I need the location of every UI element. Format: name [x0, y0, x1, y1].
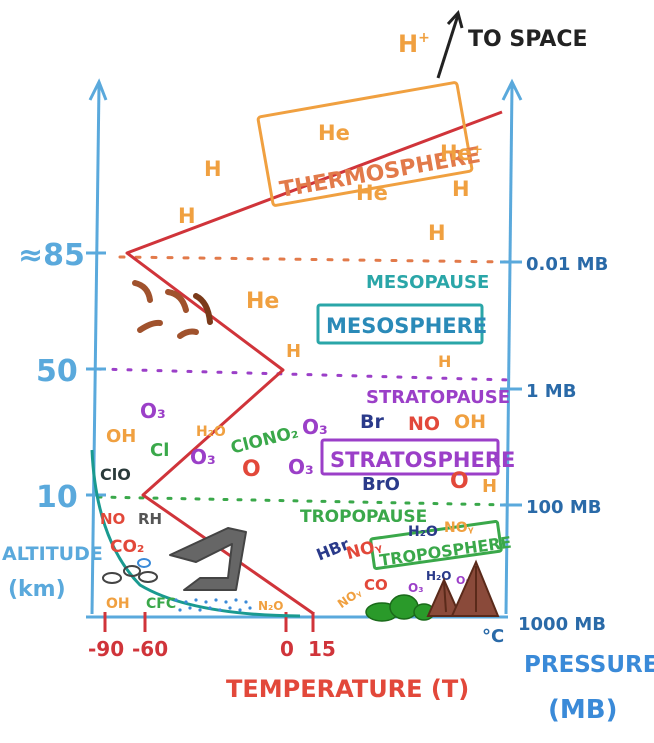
aerosol-blobs: [102, 558, 158, 584]
meso-species-h-1: H: [286, 341, 301, 362]
stratosphere-label: STRATOSPHERE: [330, 448, 515, 472]
temperature-axis-label: TEMPERATURE (T): [226, 675, 469, 703]
strato-species-o3-1: O₃: [140, 399, 166, 423]
pressure-ticks: 0.01 MB 1 MB 100 MB 1000 MB: [500, 254, 608, 635]
meso-species-he: He: [246, 289, 279, 314]
aerosol-stipple: [174, 598, 252, 612]
strato-species-bro: BrO: [362, 474, 400, 495]
tropo-species-noy-2: NOᵧ: [444, 520, 474, 536]
thermo-species-he-1: He: [318, 121, 350, 145]
mountains-icon: [426, 559, 500, 617]
troposphere-label: TROPOSPHERE: [378, 533, 512, 570]
tropo-species-co: CO: [364, 576, 388, 594]
strato-species-o3-3: O₃: [190, 445, 216, 469]
cfc-transport-curve: [90, 449, 301, 618]
thermo-species-h-3: H: [178, 204, 196, 228]
strato-species-o-2: O: [450, 469, 469, 494]
altitude-axis-arrow-icon: [88, 78, 108, 101]
mesosphere-box: [316, 303, 484, 345]
pressure-tick-1: 1 MB: [526, 381, 576, 402]
strato-species-o3-4: O₃: [288, 455, 314, 479]
pressure-tick-1000: 1000 MB: [518, 614, 606, 635]
thermo-species-h-1: H: [204, 157, 222, 181]
tropo-species-no: NO: [100, 510, 125, 528]
mesosphere-label: MESOSPHERE: [326, 314, 487, 338]
altitude-axis-line: [90, 84, 101, 615]
tropo-species-cfc: CFC: [146, 596, 176, 612]
stratosphere-box: [320, 438, 500, 476]
tropo-species-h2o-1: H₂O: [408, 524, 438, 540]
tropopause-label: TROPOPAUSE: [300, 507, 427, 527]
strato-species-h2o: H₂O: [196, 424, 226, 440]
pressure-axis-arrow-icon: [501, 78, 523, 101]
temp-tick-15: 15: [308, 637, 336, 661]
altitude-axis-unit: (km): [8, 577, 66, 602]
pressure-tick-0-01: 0.01 MB: [526, 254, 608, 275]
troposphere-box: [369, 519, 503, 571]
tropo-species-n2o: N₂O: [258, 599, 284, 613]
strato-species-clono2: ClONO₂: [229, 422, 301, 458]
strato-species-oh-2: OH: [454, 411, 486, 433]
strato-species-h: H: [482, 476, 497, 497]
anvil-cloud-icon: [169, 527, 247, 591]
strato-species-no: NO: [408, 413, 440, 435]
tropopause-line: [96, 495, 512, 507]
tropo-species-rh: RH: [138, 510, 162, 528]
thermo-species-he-plus: He⁺: [440, 141, 483, 165]
thermo-species-h-2: H: [452, 177, 470, 201]
tropo-species-oh: OH: [106, 596, 130, 612]
altitude-ticks: ≈85 50 10: [18, 238, 106, 515]
to-space-arrowhead-icon: [446, 9, 464, 29]
thermosphere-box: [256, 81, 474, 207]
temp-tick-minus-90: -90: [88, 637, 124, 661]
temp-tick-minus-60: -60: [132, 637, 168, 661]
strato-species-oh-1: OH: [106, 426, 136, 447]
temp-unit-celsius: °C: [482, 626, 504, 647]
altitude-axis-label: ALTITUDE: [2, 543, 103, 565]
to-space-arrow-icon: [436, 14, 460, 79]
strato-species-cl: Cl: [150, 440, 169, 461]
temperature-profile-line: [125, 110, 503, 616]
pressure-axis-label: PRESSURE: [524, 652, 654, 678]
meso-species-h-2: H: [438, 352, 451, 371]
strato-species-clo: ClO: [100, 465, 131, 484]
tropo-species-h2o-2: H₂O: [426, 569, 452, 583]
pressure-axis-line: [504, 84, 514, 615]
stratopause-label: STRATOPAUSE: [366, 387, 510, 408]
pressure-tick-100: 100 MB: [526, 497, 601, 518]
altitude-tick-50: 50: [36, 354, 78, 389]
mesopause-line: [118, 255, 512, 264]
to-space-label: H+ TO SPACE: [398, 9, 588, 79]
thermo-species-he-2: He: [356, 181, 388, 205]
altitude-tick-85: ≈85: [18, 238, 85, 273]
h-plus-label: H+: [398, 30, 430, 58]
tropo-species-noy-3: NOᵧ: [335, 585, 365, 612]
tropo-species-o3-1: O₃: [408, 581, 423, 595]
mesospheric-clouds: [132, 280, 213, 339]
to-space-text: TO SPACE: [468, 27, 588, 52]
tropo-species-co2: CO₂: [110, 537, 144, 557]
temperature-ticks: -90 -60 0 15 °C: [88, 612, 504, 661]
strato-species-o: O: [242, 457, 261, 482]
pressure-axis-unit: (MB): [548, 695, 617, 725]
strato-species-br: Br: [360, 411, 384, 433]
thermo-species-h-4: H: [428, 221, 446, 245]
strato-species-o3-2: O₃: [302, 415, 328, 439]
vegetation-icon: [365, 594, 435, 622]
altitude-tick-10: 10: [36, 480, 78, 515]
mesopause-label: MESOPAUSE: [366, 272, 489, 293]
temp-tick-0: 0: [280, 637, 294, 661]
